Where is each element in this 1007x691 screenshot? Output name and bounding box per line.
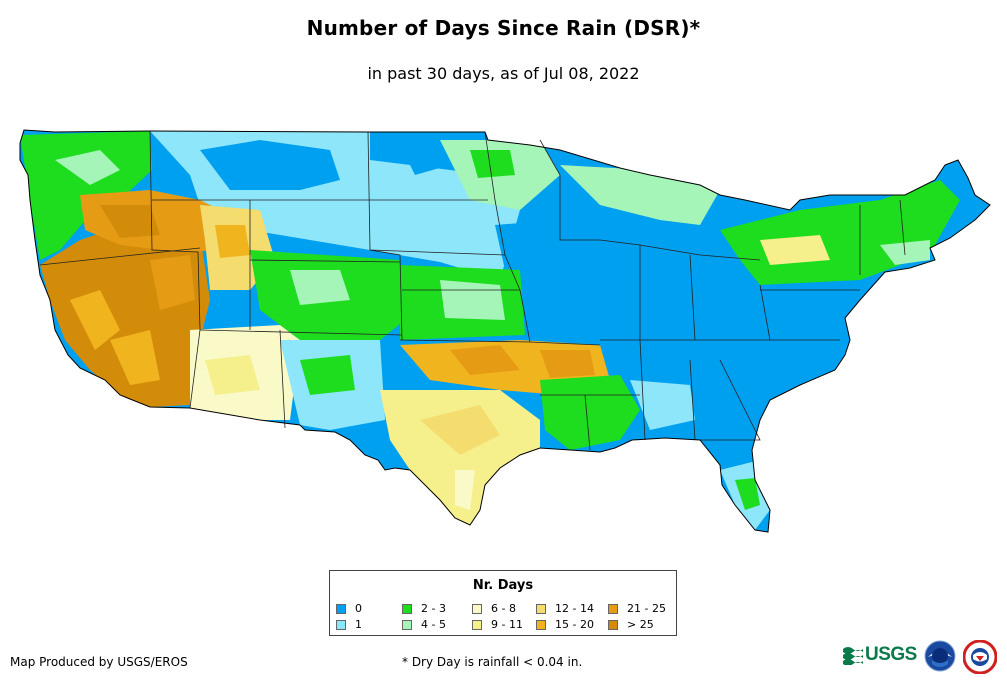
dry-day-note: * Dry Day is rainfall < 0.04 in. xyxy=(402,655,583,669)
map-title: Number of Days Since Rain (DSR)* xyxy=(306,16,701,40)
noaa-logo xyxy=(924,640,956,672)
legend-item: 6 - 8 xyxy=(472,602,516,615)
legend-item: 0 xyxy=(336,602,362,615)
legend-swatch xyxy=(536,603,546,614)
legend-label: > 25 xyxy=(627,618,654,631)
legend: Nr. Days 0 1 2 - 3 4 - 5 6 - 8 9 - 11 12 - 14 1… xyxy=(329,570,677,636)
state-borders xyxy=(39,130,906,451)
legend-swatch xyxy=(472,603,482,614)
legend-swatch xyxy=(336,603,346,614)
usgs-logo: USGS xyxy=(843,643,921,667)
legend-swatch xyxy=(536,619,546,630)
legend-label: 15 - 20 xyxy=(555,618,594,631)
us-outline xyxy=(19,129,991,533)
credit-text: Map Produced by USGS/EROS xyxy=(10,655,188,669)
legend-label: 0 xyxy=(355,602,362,615)
legend-item: 12 - 14 xyxy=(536,602,594,615)
usgs-wave-icon xyxy=(843,647,863,665)
nws-logo xyxy=(963,640,997,674)
legend-label: 4 - 5 xyxy=(421,618,446,631)
legend-item: 1 xyxy=(336,618,362,631)
us-dry-days-map xyxy=(19,129,991,533)
legend-item: > 25 xyxy=(608,618,654,631)
legend-label: 1 xyxy=(355,618,362,631)
legend-swatch xyxy=(402,619,412,630)
legend-label: 2 - 3 xyxy=(421,602,446,615)
legend-item: 21 - 25 xyxy=(608,602,666,615)
legend-item: 9 - 11 xyxy=(472,618,523,631)
legend-swatch xyxy=(608,603,618,614)
legend-item: 15 - 20 xyxy=(536,618,594,631)
map-subtitle: in past 30 days, as of Jul 08, 2022 xyxy=(367,64,640,83)
legend-swatch xyxy=(608,619,618,630)
legend-label: 21 - 25 xyxy=(627,602,666,615)
legend-label: 6 - 8 xyxy=(491,602,516,615)
legend-label: 9 - 11 xyxy=(491,618,523,631)
legend-swatch xyxy=(402,603,412,614)
legend-item: 2 - 3 xyxy=(402,602,446,615)
legend-swatch xyxy=(472,619,482,630)
usgs-wordmark: USGS xyxy=(865,644,917,665)
legend-item: 4 - 5 xyxy=(402,618,446,631)
legend-title: Nr. Days xyxy=(472,578,534,593)
legend-swatch xyxy=(336,619,346,630)
legend-label: 12 - 14 xyxy=(555,602,594,615)
